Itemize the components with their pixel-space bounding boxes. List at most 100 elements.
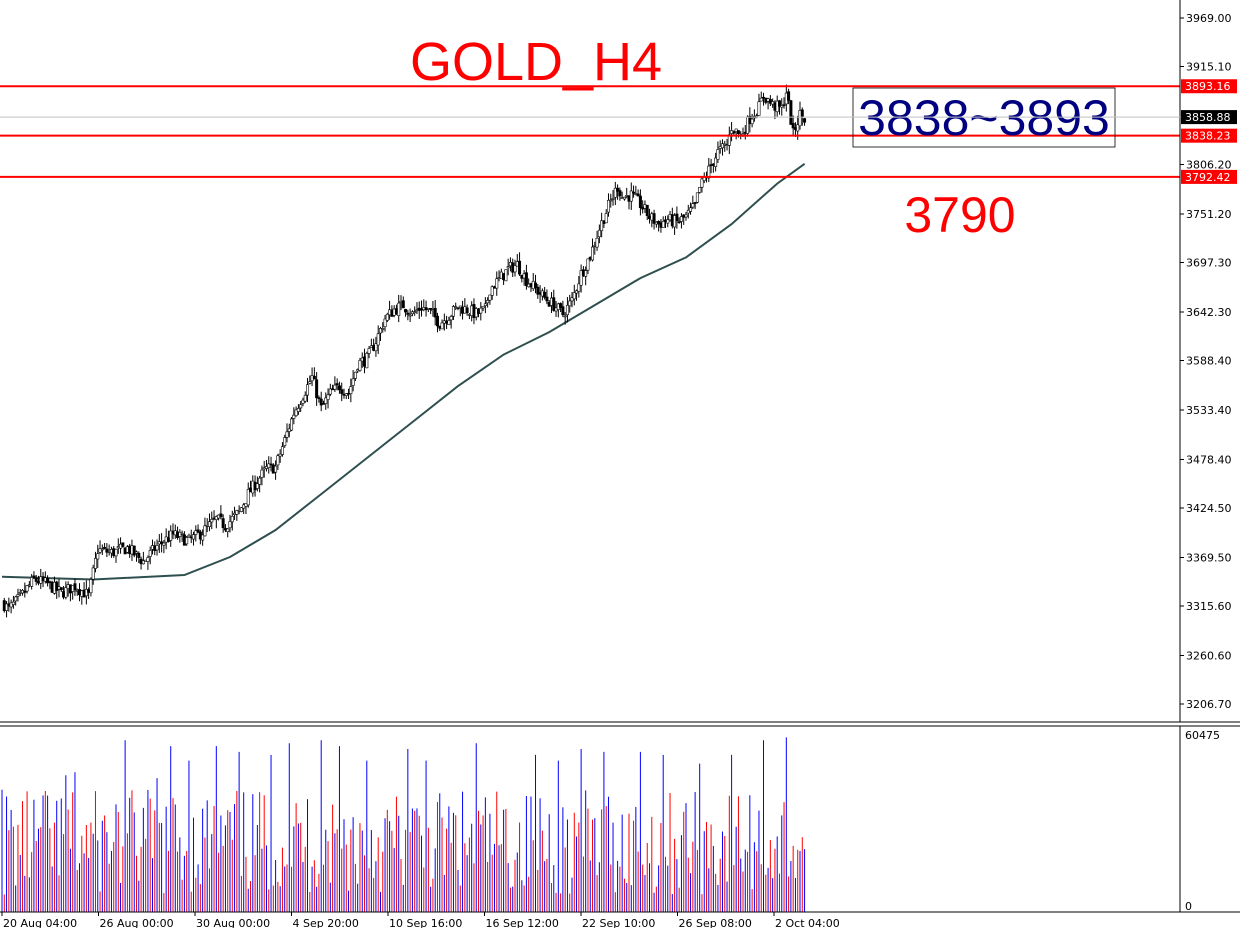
candle xyxy=(230,510,234,531)
price-axis: 3969.00 3915.10 3806.20 3751.20 3697.30 3642.… xyxy=(1180,12,1232,711)
candle xyxy=(103,542,107,550)
candle xyxy=(609,193,613,208)
candle xyxy=(604,209,608,224)
candle xyxy=(333,376,337,393)
candle xyxy=(632,185,636,198)
candle xyxy=(73,578,77,596)
candle xyxy=(160,533,164,553)
candle xyxy=(618,187,622,201)
price-tick-label: 3533.40 xyxy=(1186,404,1232,417)
candle xyxy=(397,294,401,323)
candle xyxy=(210,511,214,530)
price-tick-label: 3751.20 xyxy=(1186,208,1232,221)
candle xyxy=(584,266,588,286)
candle xyxy=(506,258,510,276)
candle xyxy=(536,284,540,299)
candle xyxy=(401,296,405,309)
candle xyxy=(351,370,355,392)
candle xyxy=(575,289,579,301)
candle xyxy=(483,297,487,314)
candle xyxy=(337,381,341,394)
candle xyxy=(693,201,697,210)
candle xyxy=(750,113,754,128)
candle xyxy=(292,407,296,425)
candle xyxy=(524,264,528,290)
candle xyxy=(481,305,485,312)
chart-title: GOLD_H4 xyxy=(410,32,662,92)
candle xyxy=(698,187,702,194)
candle xyxy=(16,588,20,602)
candle xyxy=(326,388,330,409)
price-tick-label: 3969.00 xyxy=(1186,12,1232,25)
candle xyxy=(9,599,13,614)
candle xyxy=(385,312,389,323)
candle xyxy=(413,306,417,316)
candle xyxy=(226,528,230,538)
candle xyxy=(296,404,300,415)
candle xyxy=(534,274,538,294)
candle xyxy=(23,582,27,598)
level-label: 3893.16 xyxy=(1185,80,1231,93)
candle xyxy=(25,585,29,594)
candle xyxy=(570,291,574,308)
candle xyxy=(246,482,250,508)
candle xyxy=(757,93,761,116)
candle xyxy=(454,302,458,311)
candle xyxy=(383,314,387,332)
candle xyxy=(135,550,139,562)
candle xyxy=(219,505,223,520)
candle xyxy=(185,535,189,546)
candle xyxy=(691,195,695,210)
candle xyxy=(433,300,437,326)
candle xyxy=(98,540,102,555)
candle xyxy=(695,192,699,204)
candle xyxy=(137,551,141,564)
candle xyxy=(340,382,344,402)
price-tick-label: 3424.50 xyxy=(1186,502,1232,515)
candle xyxy=(565,297,569,323)
candle xyxy=(440,319,444,330)
support-resistance-levels: 3893.16 3838.23 3792.42 xyxy=(0,79,1237,184)
time-tick-label: 4 Sep 20:00 xyxy=(293,917,359,928)
time-tick-label: 22 Sep 10:00 xyxy=(582,917,655,928)
candle xyxy=(513,259,517,277)
candle xyxy=(579,264,583,293)
candle xyxy=(267,456,271,474)
candle xyxy=(684,211,688,221)
candle xyxy=(616,184,620,200)
candle xyxy=(30,574,34,590)
candle xyxy=(335,378,339,391)
candle xyxy=(192,531,196,546)
candle xyxy=(613,181,617,206)
time-tick-label: 2 Oct 04:00 xyxy=(775,917,840,928)
candle xyxy=(803,117,807,126)
candle xyxy=(278,449,282,463)
level-tag xyxy=(1181,128,1237,143)
candle xyxy=(328,383,332,397)
price-tick-label: 3642.30 xyxy=(1186,306,1232,319)
candle xyxy=(274,460,278,480)
candle xyxy=(611,189,615,206)
price-tick-label: 3206.70 xyxy=(1186,698,1232,711)
candle xyxy=(798,101,802,130)
candle xyxy=(367,345,371,359)
candle xyxy=(121,542,125,548)
candle xyxy=(207,513,211,532)
candle xyxy=(353,371,357,382)
candle xyxy=(552,289,556,312)
level-tag xyxy=(1181,169,1237,184)
candle xyxy=(299,401,303,413)
candle xyxy=(777,99,781,115)
candle xyxy=(283,434,287,448)
candle xyxy=(32,571,36,579)
candle xyxy=(93,551,97,573)
current-price-tag xyxy=(1181,110,1237,125)
candle xyxy=(645,204,649,221)
candle xyxy=(378,326,382,341)
candle xyxy=(201,529,205,546)
candle xyxy=(449,314,453,329)
candle xyxy=(447,316,451,326)
candle xyxy=(276,453,280,471)
price-tick-label: 3369.50 xyxy=(1186,551,1232,564)
price-tick-label: 3697.30 xyxy=(1186,257,1232,270)
